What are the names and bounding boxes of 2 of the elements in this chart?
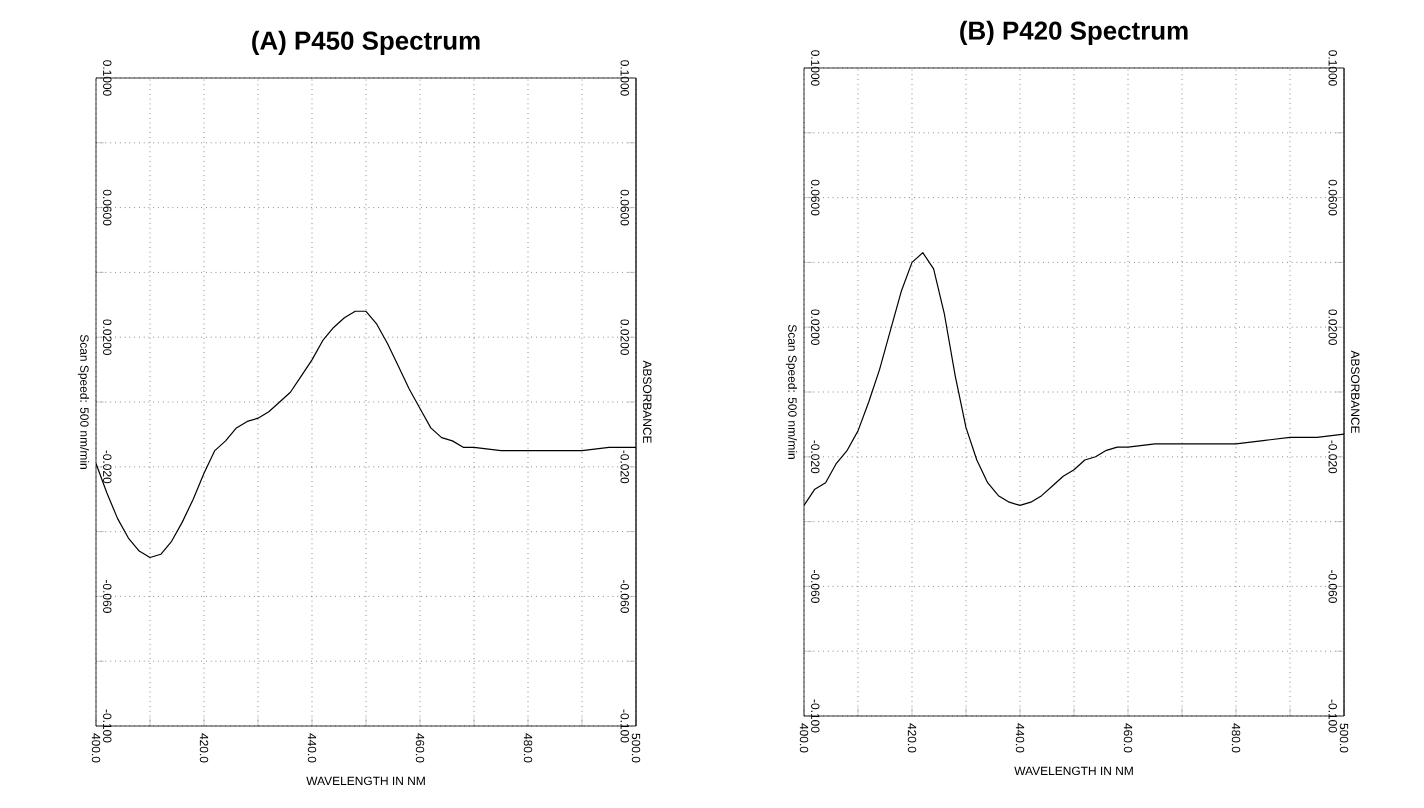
- chart-title: (B) P420 Spectrum: [960, 20, 1188, 45]
- chart-title: (A) P450 Spectrum: [252, 30, 480, 55]
